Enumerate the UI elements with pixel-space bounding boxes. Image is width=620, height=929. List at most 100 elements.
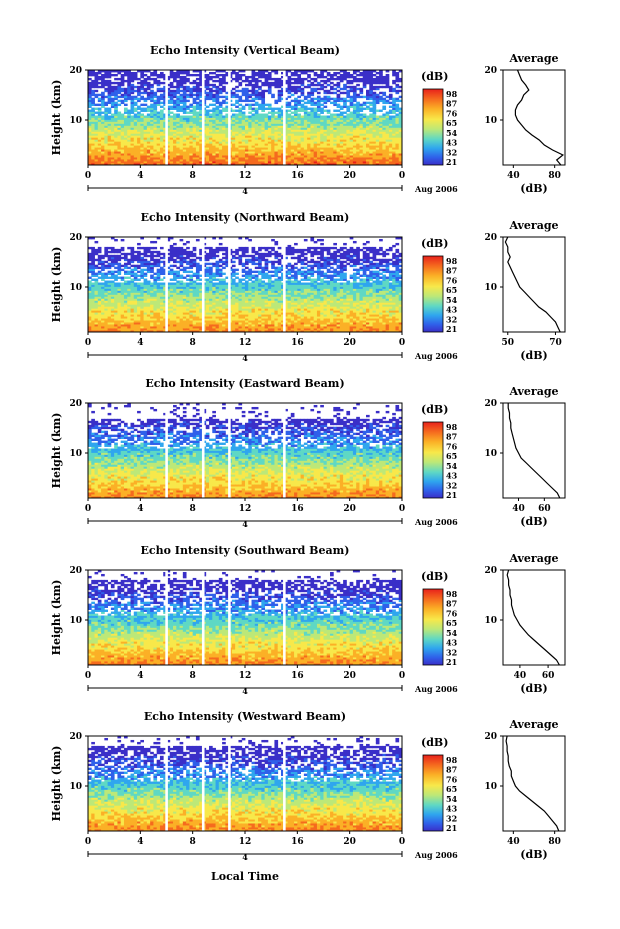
heatmap-cell — [222, 119, 226, 122]
heatmap-cell — [143, 119, 148, 122]
heatmap-cell — [117, 119, 122, 122]
heatmap-cell — [114, 109, 118, 112]
heatmap-cell — [264, 141, 269, 144]
heatmap-cell — [251, 129, 256, 132]
heatmap-cell — [205, 131, 210, 134]
heatmap-cell — [150, 155, 154, 158]
x-tick-label: 0 — [85, 171, 91, 181]
heatmap-cell — [251, 75, 256, 79]
heatmap-cell — [222, 115, 226, 118]
heatmap-cell — [123, 73, 128, 77]
heatmap-cell — [225, 97, 230, 101]
colorbar-tick-label: 32 — [446, 147, 457, 157]
heatmap-cell — [192, 133, 197, 136]
heatmap-cell — [238, 155, 243, 158]
heatmap-cell — [254, 107, 259, 110]
heatmap-cell — [140, 145, 144, 148]
heatmap-cell — [238, 83, 243, 87]
heatmap-cell — [238, 70, 243, 73]
heatmap-cell — [333, 113, 337, 116]
heatmap-cell — [153, 109, 158, 112]
heatmap-cell — [143, 258, 148, 262]
heatmap-cell — [140, 75, 144, 79]
heatmap-cell — [199, 121, 203, 124]
heatmap-cell — [205, 85, 210, 89]
heatmap-cell — [195, 145, 200, 148]
heatmap-cell — [218, 91, 223, 95]
heatmap-cell — [199, 157, 203, 160]
heatmap-cell — [277, 127, 282, 130]
heatmap-cell — [212, 127, 216, 130]
heatmap-cell — [146, 87, 151, 91]
colorbar-tick-label: 87 — [446, 99, 457, 109]
heatmap-cell — [179, 70, 184, 73]
heatmap-cell — [137, 159, 141, 162]
heatmap-cell — [251, 139, 256, 142]
heatmap-cell — [182, 97, 187, 101]
heatmap-cell — [88, 105, 92, 109]
heatmap-cell — [146, 81, 151, 85]
heatmap-cell — [271, 159, 275, 162]
heatmap-cell — [199, 111, 203, 114]
heatmap-cell — [123, 87, 128, 91]
heatmap-cell — [238, 109, 243, 112]
heatmap-cell — [303, 95, 308, 99]
heatmap-cell — [195, 103, 200, 107]
heatmap-cell — [166, 101, 171, 105]
heatmap-cell — [146, 159, 151, 162]
heatmap-cell — [222, 131, 226, 134]
heatmap-cell — [133, 89, 138, 93]
heatmap-cell — [231, 77, 236, 81]
heatmap-cell — [261, 153, 266, 156]
heatmap-cell — [215, 133, 220, 136]
heatmap-cell — [146, 157, 151, 160]
heatmap-cell — [97, 125, 102, 128]
heatmap-cell — [159, 121, 164, 124]
heatmap-cell — [195, 129, 200, 132]
heatmap-cell — [101, 119, 105, 122]
heatmap-cell — [356, 87, 360, 91]
heatmap-cell — [169, 73, 174, 77]
heatmap-cell — [280, 93, 285, 97]
heatmap-cell — [258, 91, 262, 95]
heatmap-cell — [130, 107, 135, 110]
panel-1: Echo Intensity (Vertical Beam)2010Height… — [50, 44, 566, 196]
heatmap-cell — [280, 105, 285, 109]
heatmap-cell — [130, 123, 135, 126]
heatmap-cell — [173, 137, 177, 140]
heatmap-cell — [189, 109, 194, 112]
heatmap-cell — [343, 91, 347, 95]
heatmap-cell — [235, 117, 239, 120]
heatmap-cell — [195, 101, 200, 105]
heatmap-cell — [179, 121, 184, 124]
heatmap-cell — [294, 77, 298, 81]
heatmap-cell — [97, 75, 102, 79]
heatmap-cell — [146, 141, 151, 144]
heatmap-cell — [150, 147, 154, 150]
heatmap-cell — [189, 111, 194, 114]
heatmap-cell — [173, 149, 177, 152]
heatmap-cell — [222, 70, 226, 73]
heatmap-cell — [280, 133, 285, 136]
heatmap-cell — [94, 153, 99, 156]
heatmap-cell — [248, 95, 252, 99]
heatmap-cell — [120, 151, 125, 154]
heatmap-cell — [107, 149, 112, 152]
heatmap-cell — [359, 95, 364, 99]
heatmap-cell — [127, 93, 131, 97]
heatmap-cell — [110, 141, 115, 144]
heatmap-cell — [117, 71, 122, 75]
heatmap-cell — [274, 129, 279, 132]
heatmap-cell — [290, 71, 295, 75]
heatmap-cell — [173, 145, 177, 148]
heatmap-cell — [209, 83, 213, 87]
heatmap-cell — [245, 127, 249, 130]
heatmap-cell — [267, 145, 272, 148]
heatmap-cell — [153, 258, 158, 262]
heatmap-cell — [258, 149, 262, 152]
heatmap-cell — [231, 87, 236, 91]
heatmap-cell — [150, 109, 154, 112]
heatmap-cell — [254, 159, 259, 162]
heatmap-cell — [153, 107, 158, 110]
heatmap-cell — [176, 113, 180, 116]
